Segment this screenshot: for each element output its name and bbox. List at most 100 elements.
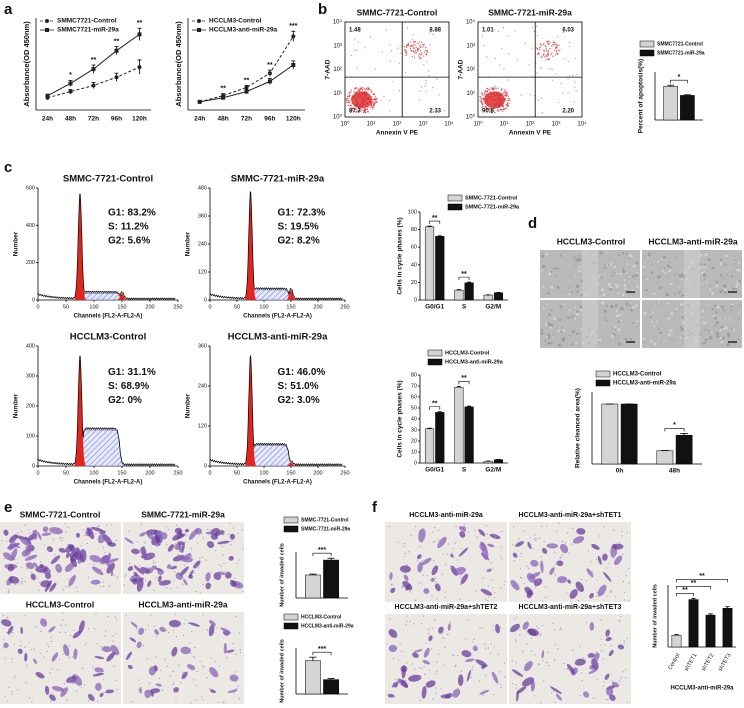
bar <box>663 86 678 121</box>
event-dot <box>365 87 367 90</box>
pore <box>583 657 585 659</box>
event-dot <box>553 44 555 46</box>
pore <box>24 580 26 583</box>
significance: *** <box>289 23 297 30</box>
pore <box>158 678 160 680</box>
pore <box>540 556 542 558</box>
cell-texture <box>625 253 628 256</box>
cell-texture <box>632 256 634 259</box>
x-tick-label: 72h <box>241 116 252 123</box>
pore <box>619 620 621 622</box>
cell-texture <box>681 269 683 271</box>
cell-texture <box>615 267 617 269</box>
event-dot <box>413 44 415 46</box>
cell-texture <box>701 316 703 318</box>
event-dot <box>497 87 499 89</box>
phase-stat: S: 68.9% <box>108 381 149 392</box>
image-caption: SMMC-7721-Control <box>20 509 101 519</box>
pore <box>229 572 231 574</box>
pore <box>11 632 14 634</box>
pore <box>479 628 481 630</box>
cell-texture <box>671 339 673 341</box>
pore <box>455 664 457 666</box>
significance: * <box>673 422 676 429</box>
event-dot <box>536 25 538 27</box>
pore <box>146 658 148 660</box>
cell-texture <box>609 263 612 266</box>
point <box>45 93 50 98</box>
cell-texture <box>562 329 566 333</box>
event-dot <box>351 108 353 110</box>
event-dot <box>369 36 371 38</box>
pore <box>59 536 62 538</box>
event-dot <box>371 91 373 93</box>
invaded-cell <box>603 571 612 582</box>
x-tick-label: 10⁴ <box>577 121 587 128</box>
pore <box>14 558 16 560</box>
pore <box>150 614 152 616</box>
event-dot <box>552 44 554 46</box>
cell-texture <box>611 335 614 339</box>
y-tick-label: 400 <box>26 343 35 349</box>
pore <box>102 670 105 673</box>
pore <box>191 669 193 671</box>
pore <box>547 651 549 654</box>
significance: ** <box>91 57 97 64</box>
invaded-cell <box>208 624 215 637</box>
cell-texture <box>557 344 561 347</box>
event-dot <box>546 40 548 42</box>
invaded-cell <box>125 651 133 661</box>
y-tick-label: 0 <box>204 297 207 303</box>
cell-texture <box>629 302 631 304</box>
cell-texture <box>708 261 710 263</box>
event-dot <box>559 49 561 51</box>
cell-texture <box>652 264 654 266</box>
pore <box>233 527 235 529</box>
plot-title: SMMC-7721-Control <box>357 7 438 17</box>
cell-texture <box>611 274 614 277</box>
invaded-cell <box>176 533 186 539</box>
cell-texture <box>540 331 544 335</box>
pore <box>86 642 88 644</box>
pore <box>420 541 422 543</box>
pore <box>593 676 595 678</box>
pore <box>606 677 608 680</box>
cell-texture <box>729 318 731 321</box>
event-dot <box>412 41 415 43</box>
pore <box>616 552 618 555</box>
event-dot <box>499 64 501 66</box>
event-dot <box>359 87 361 89</box>
cell-texture <box>735 256 738 259</box>
pore <box>401 587 403 589</box>
pore <box>148 693 150 695</box>
event-dot <box>436 78 438 80</box>
event-dot <box>353 49 356 51</box>
x-tick-label: 100 <box>259 470 268 476</box>
pore <box>193 679 195 681</box>
pore <box>486 533 488 535</box>
pore <box>603 526 605 528</box>
event-dot <box>492 109 495 112</box>
event-dot <box>419 41 421 43</box>
pore <box>431 627 433 629</box>
event-dot <box>574 81 576 83</box>
pore <box>165 526 167 528</box>
bar <box>705 614 716 648</box>
y-tick-label: 600 <box>26 185 35 191</box>
cell-texture <box>712 315 716 318</box>
pore <box>55 531 57 533</box>
pore <box>497 653 499 655</box>
pore <box>625 669 627 671</box>
invaded-cell <box>416 554 422 560</box>
event-dot <box>420 57 422 60</box>
cell-texture <box>616 272 619 275</box>
pore <box>498 671 500 673</box>
event-dot <box>555 73 557 75</box>
significance: * <box>69 72 72 79</box>
pore <box>186 671 189 673</box>
pore <box>540 702 542 704</box>
pore <box>193 572 196 574</box>
pore <box>622 580 625 583</box>
cell-texture <box>635 261 639 265</box>
invaded-cell <box>430 577 435 582</box>
